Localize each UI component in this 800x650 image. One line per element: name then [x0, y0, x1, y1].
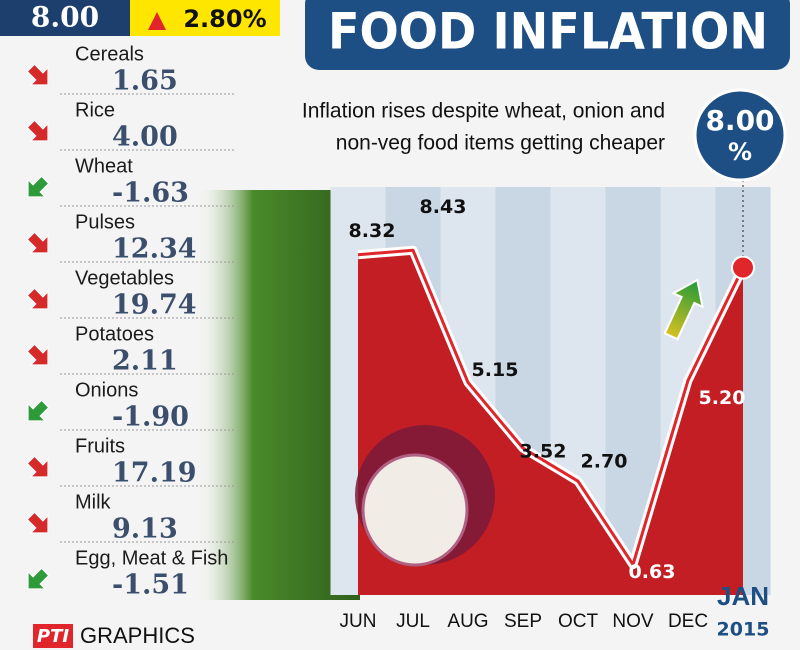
- trend-arrow: [26, 287, 49, 310]
- item-name: Fruits: [75, 435, 125, 457]
- item-value: 17.19: [112, 458, 197, 489]
- value-label: 5.20: [699, 387, 746, 409]
- item-name: Wheat: [75, 155, 133, 177]
- item-name: Onions: [75, 379, 138, 401]
- value-label: 8.43: [420, 196, 467, 218]
- item-value: 9.13: [112, 514, 178, 545]
- x-tick-label: JAN: [717, 581, 769, 611]
- x-tick-label: AUG: [447, 611, 488, 632]
- rise-arrow: [663, 278, 704, 341]
- trend-arrow: [27, 567, 50, 590]
- value-label: 2.70: [581, 451, 628, 473]
- trend-arrow: [26, 63, 49, 86]
- title: FOOD INFLATION: [328, 3, 768, 61]
- item-name: Vegetables: [75, 267, 174, 289]
- logo-box: [33, 624, 73, 648]
- title-box: [305, 0, 790, 70]
- trend-arrow: [26, 231, 49, 254]
- value-label: 5.15: [472, 359, 519, 381]
- x-tick-label: JUN: [340, 611, 377, 632]
- up-triangle: [148, 12, 166, 30]
- trend-arrow: [26, 511, 49, 534]
- item-value: -1.90: [112, 402, 189, 433]
- logo: PTI: [37, 626, 69, 647]
- bubble-unit: %: [728, 138, 752, 166]
- subtitle: non-veg food items getting cheaper: [336, 132, 665, 155]
- item-value: 1.65: [112, 66, 178, 97]
- x-tick-label: DEC: [668, 611, 708, 632]
- item-name: Egg, Meat & Fish: [75, 547, 228, 569]
- x-tick-label: OCT: [558, 611, 599, 632]
- year-label: 2015: [717, 619, 770, 641]
- line: [357, 248, 745, 567]
- header-value-box: [0, 0, 130, 36]
- item-name: Milk: [75, 491, 112, 513]
- x-tick-label: SEP: [504, 611, 542, 632]
- item-name: Pulses: [75, 211, 135, 233]
- bubble: [693, 88, 787, 182]
- item-value: 2.11: [112, 346, 178, 377]
- trend-arrow: [26, 455, 49, 478]
- value-label: 8.32: [349, 220, 396, 242]
- trend-arrow: [26, 343, 49, 366]
- item-name: Potatoes: [75, 323, 154, 345]
- trend-arrow: [27, 399, 50, 422]
- x-tick-label: JUL: [396, 611, 430, 632]
- value-label: 3.52: [520, 441, 567, 463]
- plot: 8.32 8.43 5.15 3.52 2.70 0.63 5.20: [330, 180, 771, 595]
- item-value: 4.00: [112, 122, 178, 153]
- subtitle: Inflation rises despite wheat, onion and: [302, 100, 665, 123]
- item-name: Rice: [75, 99, 115, 121]
- end-point: [731, 255, 755, 280]
- item-value: -1.51: [112, 570, 189, 601]
- onion-slice: [361, 453, 469, 567]
- item-value: -1.63: [112, 178, 189, 209]
- footer-text: GRAPHICS: [80, 623, 195, 648]
- bubble-value: 8.00: [705, 104, 774, 137]
- trend-arrow: [27, 175, 50, 198]
- item-value: 19.74: [112, 290, 197, 321]
- change-value: 2.80%: [183, 5, 266, 33]
- x-tick-label: NOV: [612, 611, 654, 632]
- trend-arrow: [26, 119, 49, 142]
- item-name: Cereals: [75, 43, 144, 65]
- value-label: 0.63: [629, 561, 676, 583]
- item-list: Cereals1.65Rice4.00Wheat-1.63Pulses12.34…: [26, 43, 235, 601]
- header-value: 8.00: [31, 1, 99, 34]
- item-value: 12.34: [112, 234, 197, 265]
